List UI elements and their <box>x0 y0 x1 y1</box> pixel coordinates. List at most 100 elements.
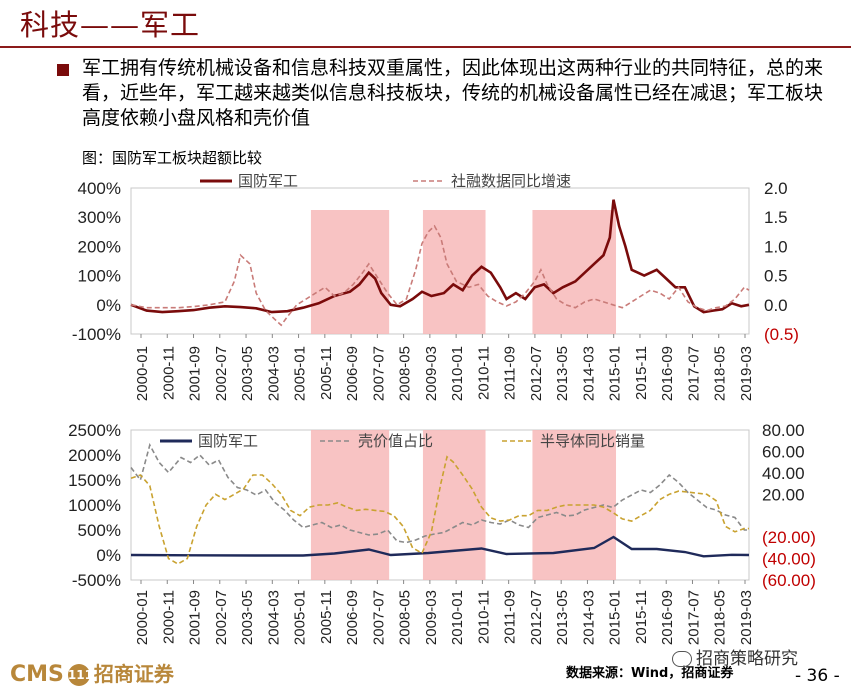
top-x-tick-label: 2003-05 <box>239 346 256 401</box>
bottom-left-tick-label: 1000% <box>68 496 121 515</box>
logo-badge-icon: 111 <box>67 664 93 686</box>
bottom-right-tick-label: (60.00) <box>762 571 816 590</box>
bottom-x-tick-label: 2010-11 <box>475 590 492 644</box>
bottom-right-tick-label: (40.00) <box>762 550 816 569</box>
logo-cn-text: 招商证券 <box>93 662 174 686</box>
bottom-right-tick-label: 60.00 <box>762 442 805 461</box>
data-source: 数据来源：Wind，招商证券 <box>566 666 734 681</box>
bottom-legend-label-2: 半导体同比销量 <box>540 432 645 450</box>
cms-logo: CMS 111招商证券 <box>10 658 174 687</box>
top-legend-label-1: 社融数据同比增速 <box>451 172 571 190</box>
top-left-tick-label: 300% <box>78 208 121 227</box>
page-title: 科技——军工 <box>20 8 201 42</box>
bottom-x-tick-label: 2013-05 <box>554 590 571 645</box>
bottom-legend-label-1: 壳价值占比 <box>358 432 433 450</box>
bottom-x-tick-label: 2002-07 <box>213 590 230 645</box>
wechat-icon <box>672 651 692 667</box>
top-x-tick-label: 2000-01 <box>134 346 151 401</box>
top-x-tick-label: 2011-09 <box>502 346 519 400</box>
bottom-x-tick-label: 2008-05 <box>397 590 414 645</box>
top-x-tick-label: 2007-07 <box>370 346 387 401</box>
top-left-tick-label: -100% <box>72 325 121 344</box>
bottom-x-tick-label: 2007-07 <box>370 590 387 645</box>
bottom-x-tick-label: 2001-09 <box>187 590 204 645</box>
top-x-tick-label: 2010-11 <box>475 346 492 400</box>
bottom-legend-label-0: 国防军工 <box>198 432 258 450</box>
top-right-tick-label: (0.5) <box>764 325 799 344</box>
bottom-shaded-period <box>310 430 390 580</box>
top-x-tick-label: 2004-03 <box>265 346 282 401</box>
top-series-line-0 <box>130 199 750 314</box>
top-x-tick-label: 2009-03 <box>423 346 440 401</box>
bottom-x-tick-label: 2005-01 <box>292 590 309 645</box>
bottom-left-tick-label: 0% <box>96 546 121 565</box>
bottom-x-tick-label: 2015-01 <box>607 590 624 645</box>
top-left-tick-label: 400% <box>78 179 121 198</box>
bottom-left-tick-label: 2000% <box>68 446 121 465</box>
top-x-tick-label: 2015-01 <box>607 346 624 401</box>
top-x-tick-label: 2008-05 <box>397 346 414 401</box>
bottom-x-tick-label: 2019-03 <box>738 590 755 645</box>
bottom-x-tick-label: 2018-05 <box>712 590 729 645</box>
top-x-tick-label: 2018-05 <box>712 346 729 401</box>
bottom-x-tick-label: 2012-07 <box>528 590 545 645</box>
top-right-tick-label: 1.0 <box>764 237 788 256</box>
bottom-left-tick-label: 1500% <box>68 471 121 490</box>
top-x-tick-label: 2006-09 <box>344 346 361 401</box>
bottom-right-tick-label: 20.00 <box>762 485 805 504</box>
top-x-tick-label: 2005-01 <box>292 346 309 401</box>
page-number: - 36 - <box>795 666 840 686</box>
top-shaded-period <box>310 210 390 334</box>
title-divider <box>0 46 851 48</box>
bottom-right-tick-label: 80.00 <box>762 421 805 440</box>
bottom-right-tick-label: (20.00) <box>762 528 816 547</box>
top-x-tick-label: 2019-03 <box>738 346 755 401</box>
top-series-line-1 <box>130 224 750 327</box>
bottom-right-tick-label: 40.00 <box>762 464 805 483</box>
top-shaded-period <box>532 210 617 334</box>
wechat-name: 招商策略研究 <box>696 649 798 669</box>
bottom-shaded-period <box>422 430 486 580</box>
top-x-tick-label: 2001-09 <box>187 346 204 401</box>
bottom-x-tick-label: 2000-01 <box>134 590 151 645</box>
bottom-x-tick-label: 2010-01 <box>449 590 466 645</box>
bottom-x-tick-label: 2000-11 <box>160 590 177 644</box>
bullet-square-icon <box>57 64 69 76</box>
bottom-x-tick-label: 2006-09 <box>344 590 361 645</box>
bottom-x-tick-label: 2011-09 <box>502 590 519 644</box>
top-legend-label-0: 国防军工 <box>238 172 298 190</box>
top-right-tick-label: 0.0 <box>764 296 788 315</box>
wechat-account: 招商策略研究 <box>672 644 798 669</box>
top-left-tick-label: 0% <box>96 296 121 315</box>
bottom-x-tick-label: 2015-11 <box>633 590 650 644</box>
top-left-tick-label: 200% <box>78 237 121 256</box>
logo-text: CMS <box>10 662 64 687</box>
top-right-tick-label: 1.5 <box>764 208 788 227</box>
top-x-tick-label: 2005-11 <box>318 346 335 400</box>
bottom-left-tick-label: 500% <box>78 521 121 540</box>
top-right-tick-label: 0.5 <box>764 267 788 286</box>
bottom-x-tick-label: 2004-03 <box>265 590 282 645</box>
bottom-left-tick-label: -500% <box>72 571 121 590</box>
bottom-x-tick-label: 2003-05 <box>239 590 256 645</box>
bottom-x-tick-label: 2017-07 <box>685 590 702 645</box>
bottom-x-tick-label: 2016-09 <box>659 590 676 645</box>
bottom-left-tick-label: 2500% <box>68 421 121 440</box>
top-left-tick-label: 100% <box>78 267 121 286</box>
top-x-tick-label: 2013-05 <box>554 346 571 401</box>
bottom-x-tick-label: 2014-03 <box>580 590 597 645</box>
top-x-tick-label: 2017-07 <box>685 346 702 401</box>
bottom-x-tick-label: 2005-11 <box>318 590 335 644</box>
top-right-tick-label: 2.0 <box>764 179 788 198</box>
top-x-tick-label: 2002-07 <box>213 346 230 401</box>
bullet-text: 军工拥有传统机械设备和信息科技双重属性，因此体现出这两种行业的共同特征，总的来看… <box>82 57 824 129</box>
top-x-tick-label: 2014-03 <box>580 346 597 401</box>
top-x-tick-label: 2016-09 <box>659 346 676 401</box>
top-x-tick-label: 2000-11 <box>160 346 177 400</box>
bottom-series-line-1 <box>130 442 749 544</box>
top-x-tick-label: 2010-01 <box>449 346 466 401</box>
figure-caption: 图：国防军工板块超额比较 <box>82 149 263 167</box>
bottom-series-line-0 <box>130 535 750 558</box>
top-x-tick-label: 2015-11 <box>633 346 650 400</box>
